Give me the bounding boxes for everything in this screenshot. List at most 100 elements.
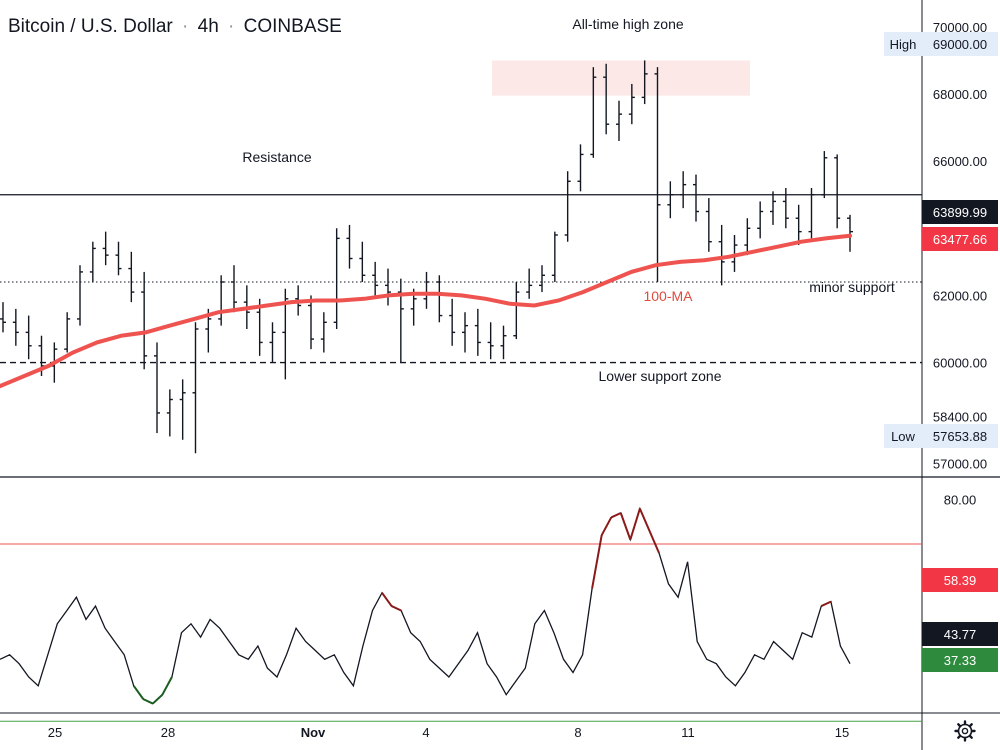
candle <box>782 188 789 229</box>
low-value-bg <box>922 424 998 448</box>
price-tick-label: 60000.00 <box>933 356 987 371</box>
oversold-segment <box>161 676 173 696</box>
high-label-bg <box>884 32 922 56</box>
candle <box>757 201 764 239</box>
candle <box>770 191 776 225</box>
candle <box>77 265 83 326</box>
high-value: 69000.00 <box>933 37 987 52</box>
overbought-segment <box>638 508 651 532</box>
gear-icon[interactable] <box>954 720 976 742</box>
candlestick-series <box>0 60 853 454</box>
overbought-segment <box>629 508 641 540</box>
candle <box>795 204 802 246</box>
candle <box>372 261 379 296</box>
overbought-segment <box>600 516 613 536</box>
candle <box>577 144 584 192</box>
price-tick-label: 68000.00 <box>933 87 987 102</box>
time-tick-label: 8 <box>574 725 581 740</box>
candle <box>462 312 468 353</box>
candle <box>346 224 353 269</box>
candle <box>269 322 276 363</box>
candle <box>128 251 135 303</box>
oversold-segment <box>142 698 154 705</box>
candle <box>500 325 507 360</box>
candle <box>423 271 430 309</box>
candle <box>102 231 109 266</box>
candle <box>192 322 199 454</box>
time-tick-label: 28 <box>161 725 175 740</box>
candle <box>166 389 173 437</box>
resistance-label: Resistance <box>242 149 311 165</box>
candle <box>154 342 160 434</box>
time-tick-label: 11 <box>681 725 695 740</box>
minor-support-label: minor support <box>809 279 895 295</box>
candle <box>141 271 148 370</box>
oscillator-upper-tag <box>922 568 998 592</box>
candle <box>474 308 481 356</box>
candle <box>115 241 122 276</box>
candle <box>359 241 366 282</box>
candle <box>539 265 545 293</box>
ma-price-value: 63477.66 <box>933 232 987 247</box>
candle <box>680 171 687 209</box>
high-label: High <box>890 37 917 52</box>
candle <box>847 214 853 252</box>
time-tick-label: 25 <box>48 725 62 740</box>
candle <box>628 83 635 125</box>
oscillator-axis[interactable]: 80.00 <box>944 493 977 508</box>
candle <box>834 154 841 229</box>
ma-line <box>0 233 852 389</box>
price-tick-label: 57000.00 <box>933 456 987 471</box>
oscillator-upper-value: 58.39 <box>944 573 977 588</box>
overbought-segment <box>381 592 393 607</box>
time-tick-label: 15 <box>835 725 849 740</box>
chart-title: Bitcoin / U.S. Dollar · 4h · COINBASE <box>8 16 342 37</box>
price-axis[interactable]: 70000.00 68000.00 66000.00 62000.00 60000.00… <box>933 20 987 471</box>
oscillator-overbought-segments <box>381 508 832 612</box>
candle <box>808 188 815 239</box>
candle <box>397 278 404 363</box>
low-label: Low <box>891 429 915 444</box>
overbought-segment <box>391 605 402 612</box>
time-tick-label: 4 <box>422 725 429 740</box>
oscillator-lower-value: 37.33 <box>944 653 977 668</box>
last-price-tag <box>922 200 998 224</box>
candle <box>705 198 712 252</box>
price-tick-label: 58400.00 <box>933 409 987 424</box>
candle <box>449 298 456 346</box>
overbought-segment <box>648 530 660 554</box>
overbought-segment <box>619 512 632 540</box>
candle <box>641 60 648 105</box>
time-axis[interactable]: 25 28 Nov 4 8 11 15 <box>48 725 849 740</box>
price-tick-label: 62000.00 <box>933 288 987 303</box>
ma-label: 100-MA <box>643 288 693 304</box>
oscillator-last-value: 43.77 <box>944 627 977 642</box>
price-tick-label: 70000.00 <box>933 20 987 35</box>
overbought-segment <box>610 512 622 519</box>
low-value: 57653.88 <box>933 429 987 444</box>
low-label-bg <box>884 424 922 448</box>
candle <box>654 67 661 282</box>
candle <box>0 302 6 333</box>
candle <box>320 312 327 353</box>
candle <box>731 235 738 272</box>
candle <box>436 275 443 323</box>
oversold-segment <box>132 685 145 700</box>
oscillator-last-tag <box>922 622 998 646</box>
candle <box>25 315 32 360</box>
oscillator-line <box>0 506 851 705</box>
candle <box>526 268 533 299</box>
ma-price-tag <box>922 227 998 251</box>
candle <box>603 63 610 135</box>
candle <box>64 312 71 353</box>
time-tick-label: Nov <box>301 725 326 740</box>
candle <box>513 282 520 340</box>
candle <box>333 228 340 329</box>
candle <box>821 151 828 199</box>
candle <box>616 100 622 141</box>
candle <box>179 379 186 440</box>
high-value-bg <box>922 32 998 56</box>
overbought-segment <box>820 600 832 607</box>
candle <box>12 308 19 346</box>
